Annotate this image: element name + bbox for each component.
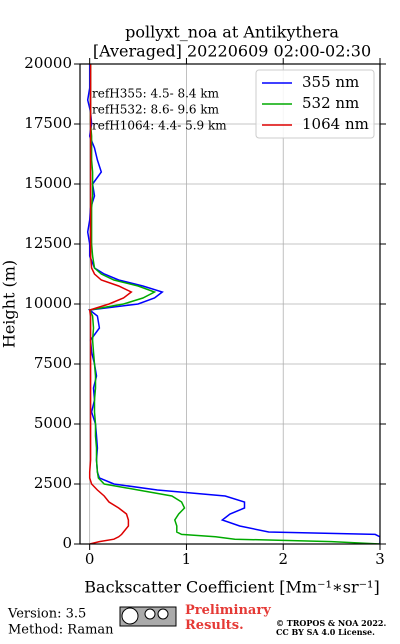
y-tick-label: 5000 bbox=[34, 414, 72, 432]
version: Version: 3.5 bbox=[7, 607, 86, 622]
chart-title: pollyxt_noa at Antikythera bbox=[125, 23, 339, 42]
series-line bbox=[86, 64, 380, 544]
plot-frame bbox=[79, 63, 381, 545]
x-tick-label: 2 bbox=[278, 550, 288, 568]
series-line bbox=[88, 64, 133, 544]
y-axis-label: Height (m) bbox=[0, 260, 19, 348]
y-tick-label: 7500 bbox=[34, 354, 72, 372]
method: Method: Raman bbox=[8, 623, 114, 638]
license: CC BY SA 4.0 License. bbox=[276, 627, 375, 637]
y-tick-label: 0 bbox=[62, 534, 72, 552]
x-tick-label: 0 bbox=[85, 550, 95, 568]
x-tick-label: 3 bbox=[375, 550, 385, 568]
annotation: refH355: 4.5- 8.4 km bbox=[92, 87, 220, 101]
chart-subtitle: [Averaged] 20220609 02:00-02:30 bbox=[93, 42, 371, 61]
series-line bbox=[88, 64, 380, 544]
y-tick-label: 20000 bbox=[24, 54, 72, 72]
y-tick-label: 10000 bbox=[24, 294, 72, 312]
legend-label: 532 nm bbox=[302, 94, 359, 112]
legend-label: 1064 nm bbox=[302, 115, 369, 133]
annotation: refH1064: 4.4- 5.9 km bbox=[92, 119, 227, 133]
y-tick-label: 12500 bbox=[24, 234, 72, 252]
copyright: © TROPOS & NOA 2022. bbox=[276, 618, 386, 628]
legend-box bbox=[255, 69, 375, 139]
legend-label: 355 nm bbox=[302, 73, 359, 91]
x-tick-label: 1 bbox=[182, 550, 192, 568]
y-tick-label: 15000 bbox=[24, 174, 72, 192]
y-tick-label: 2500 bbox=[34, 474, 72, 492]
y-tick-label: 17500 bbox=[24, 114, 72, 132]
cc-logo bbox=[119, 606, 177, 627]
preliminary-note: Preliminary Results. bbox=[185, 603, 271, 633]
x-axis-label: Backscatter Coefficient [Mm⁻¹∗sr⁻¹] bbox=[84, 578, 379, 597]
annotation: refH532: 8.6- 9.6 km bbox=[92, 103, 220, 117]
